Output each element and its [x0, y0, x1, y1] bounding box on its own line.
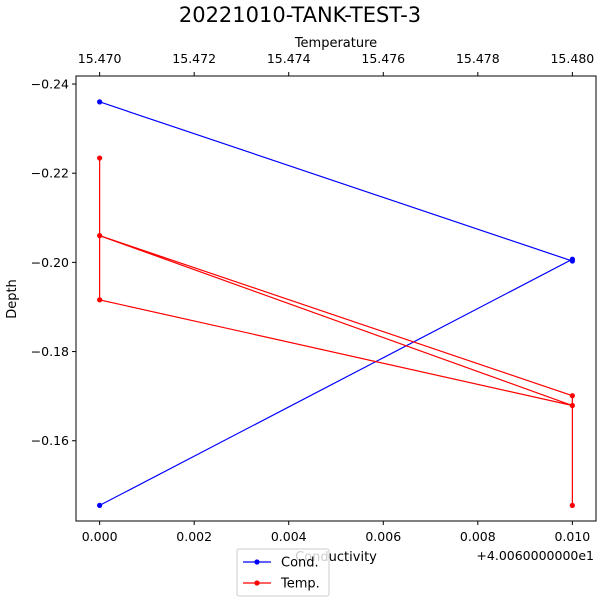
legend-label: Cond.	[281, 556, 319, 571]
top-tick-label: 15.480	[550, 51, 594, 66]
series-line-1	[99, 158, 573, 506]
legend-marker	[254, 580, 260, 586]
legend: Cond. Temp.	[236, 548, 330, 597]
top-axis: 15.470 15.472 15.474 15.476 15.478 15.480	[78, 51, 594, 76]
y-tick-label: −0.22	[31, 166, 69, 181]
data-point	[569, 393, 575, 399]
bottom-tick-label: 0.008	[460, 529, 496, 544]
top-tick-label: 15.476	[361, 51, 405, 66]
y-axis-label: Depth	[5, 279, 20, 319]
top-tick-label: 15.470	[78, 51, 122, 66]
bottom-tick-label: 0.002	[176, 529, 212, 544]
legend-label: Temp.	[280, 577, 320, 592]
bottom-tick-label: 0.004	[271, 529, 307, 544]
bottom-axis-offset: +4.0060000000e1	[476, 548, 594, 563]
y-tick-label: −0.18	[31, 344, 69, 359]
top-axis-label: Temperature	[294, 36, 377, 51]
data-point	[97, 502, 103, 508]
chart-title: 20221010-TANK-TEST-3	[179, 3, 421, 27]
y-tick-label: −0.20	[31, 255, 69, 270]
data-point	[97, 99, 103, 105]
data-point	[569, 502, 575, 508]
plot-marks	[97, 99, 575, 508]
legend-marker	[254, 559, 260, 565]
y-tick-label: −0.16	[31, 433, 69, 448]
plot-frame	[75, 75, 597, 522]
data-point	[97, 297, 103, 303]
data-point	[97, 155, 103, 161]
data-point	[569, 402, 575, 409]
y-tick-label: −0.24	[31, 77, 69, 92]
legend-box	[236, 548, 330, 597]
top-tick-label: 15.478	[456, 51, 500, 66]
bottom-tick-label: 0.000	[82, 529, 118, 544]
bottom-tick-label: 0.006	[365, 529, 401, 544]
top-tick-label: 15.472	[172, 51, 216, 66]
bottom-axis: 0.000 0.002 0.004 0.006 0.008 0.010	[82, 521, 590, 544]
top-tick-label: 15.474	[267, 51, 311, 66]
y-axis: −0.24 −0.22 −0.20 −0.18 −0.16	[31, 77, 76, 448]
data-point	[97, 233, 103, 239]
bottom-tick-label: 0.010	[554, 529, 590, 544]
data-point	[569, 256, 575, 262]
